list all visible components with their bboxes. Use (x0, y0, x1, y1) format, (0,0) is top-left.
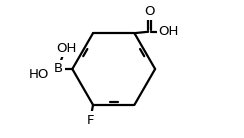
Text: F: F (87, 114, 94, 127)
Text: OH: OH (56, 43, 76, 55)
Text: O: O (144, 5, 155, 18)
Text: B: B (54, 63, 63, 75)
Text: OH: OH (159, 25, 179, 38)
Text: HO: HO (28, 68, 49, 81)
